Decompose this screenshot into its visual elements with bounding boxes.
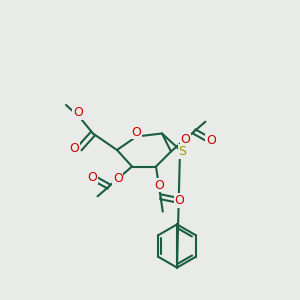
Text: O: O <box>87 171 97 184</box>
Text: O: O <box>180 133 190 146</box>
Text: O: O <box>113 172 123 185</box>
Text: O: O <box>174 194 184 207</box>
Text: O: O <box>206 134 216 147</box>
Text: O: O <box>69 142 79 155</box>
Text: S: S <box>178 145 186 158</box>
Text: O: O <box>154 179 164 192</box>
Text: O: O <box>73 106 83 119</box>
Text: O: O <box>132 126 141 139</box>
